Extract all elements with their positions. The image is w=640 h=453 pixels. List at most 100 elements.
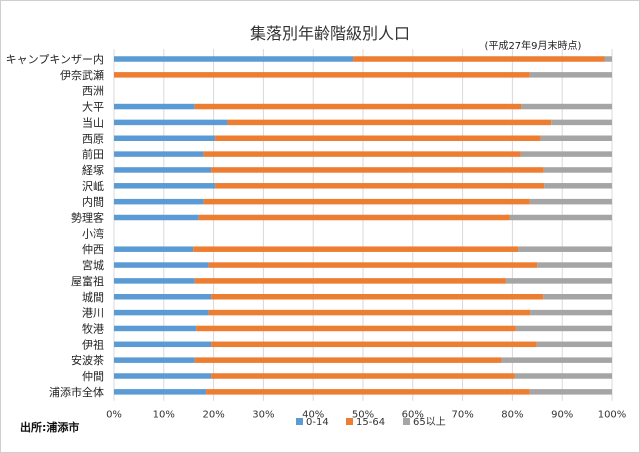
x-tick-label: 100%	[598, 410, 627, 421]
bar-segment	[114, 389, 207, 395]
category-label: 西洲	[82, 85, 104, 98]
x-tick-label: 80%	[501, 410, 523, 421]
bar-segment	[193, 246, 519, 252]
bar-segment	[114, 119, 228, 126]
x-tick-label: 50%	[352, 410, 374, 421]
bar-segment	[211, 167, 544, 173]
bar-segment	[114, 103, 195, 110]
bar-segment	[551, 119, 612, 126]
category-label: 沢岻	[82, 179, 104, 193]
bar-segment	[227, 119, 552, 126]
category-label: 大平	[82, 100, 104, 114]
bar-segment	[114, 151, 204, 157]
bar-segment	[114, 309, 209, 316]
bar-segment	[211, 373, 515, 379]
category-label: 勢理客	[71, 211, 104, 225]
bar-segment	[114, 183, 216, 189]
bar-segment	[518, 246, 612, 252]
x-tick-label: 0%	[106, 410, 122, 421]
bar-segment	[114, 294, 212, 300]
x-tick-label: 70%	[451, 410, 473, 421]
bar-segment	[543, 294, 612, 300]
bar-segment	[114, 341, 212, 348]
category-label: 小湾	[82, 226, 104, 240]
bar-segment	[114, 246, 194, 252]
source-note: 出所:浦添市	[20, 420, 79, 434]
category-label: 仲西	[82, 242, 104, 256]
bar-segment	[114, 56, 354, 62]
legend-label: 15-64	[356, 417, 385, 428]
legend-label: 0-14	[306, 417, 329, 428]
legend-swatch	[346, 418, 353, 425]
x-tick-labels: 0% 10% 20% 30% 40% 50% 60% 70% 80% 90% 100%	[106, 410, 626, 421]
bar-segment	[203, 151, 521, 157]
legend-swatch	[296, 418, 303, 425]
category-label: 浦添市全体	[49, 385, 104, 399]
bar-segment	[536, 341, 612, 348]
bar-segment	[604, 56, 612, 62]
bar-segment	[544, 183, 612, 189]
category-label: 安波茶	[71, 353, 104, 367]
category-label: 城間	[82, 291, 104, 304]
bar-segment	[215, 183, 545, 189]
legend-label: 65以上	[413, 416, 446, 428]
category-label: 当山	[82, 115, 104, 129]
bar-segment	[211, 341, 537, 348]
bar-segment	[530, 309, 612, 316]
x-tick-label: 20%	[202, 410, 224, 421]
bar-segment	[114, 214, 199, 221]
bar-segment	[194, 103, 522, 110]
category-label: 仲間	[82, 369, 104, 383]
x-tick-label: 60%	[402, 410, 424, 421]
bar-segment	[537, 262, 612, 268]
bar-segment	[196, 325, 516, 332]
bar-segment	[509, 214, 612, 221]
bar-segment	[114, 262, 209, 268]
bar-segment	[521, 103, 612, 110]
category-label: 西原	[82, 132, 104, 145]
category-label: 牧港	[82, 321, 104, 335]
bar-segment	[514, 373, 612, 379]
bar-segment	[114, 325, 197, 332]
bar-segment	[540, 135, 612, 141]
category-label: 経塚	[82, 164, 104, 177]
x-tick-label: 90%	[551, 410, 573, 421]
x-tick-label: 10%	[153, 410, 175, 421]
bar-segment	[520, 151, 612, 157]
bar-segment	[505, 278, 612, 284]
bar-segment	[198, 214, 510, 221]
bar-segment	[208, 309, 531, 316]
chart-note: (平成27年9月末時点)	[485, 39, 582, 52]
bar-segment	[203, 198, 530, 205]
bar-segment	[114, 357, 195, 363]
category-label: 前田	[82, 147, 104, 161]
x-tick-label: 40%	[302, 410, 324, 421]
bars	[114, 56, 612, 395]
bar-segment	[211, 294, 544, 300]
bar-segment	[515, 325, 612, 332]
category-label: 内間	[82, 195, 104, 209]
bar-segment	[114, 167, 212, 173]
chart-title: 集落別年齢階級別人口	[250, 24, 410, 43]
bar-segment	[208, 262, 538, 268]
bar-segment	[114, 72, 530, 78]
bar-segment	[501, 357, 612, 363]
legend: 0-14 15-64 65以上	[296, 416, 446, 428]
category-label: キャンプキンザー内	[6, 52, 104, 66]
bar-segment	[114, 278, 195, 284]
category-labels: キャンプキンザー内伊奈武瀬西洲大平当山西原前田経塚沢岻内間勢理客小湾仲西宮城屋富…	[6, 52, 104, 399]
bar-segment	[206, 389, 530, 395]
bar-segment	[215, 135, 541, 141]
bar-segment	[353, 56, 605, 62]
bar-segment	[194, 357, 502, 363]
category-label: 宮城	[82, 258, 104, 272]
category-label: 伊祖	[82, 337, 104, 351]
bar-segment	[543, 167, 612, 173]
bar-segment	[114, 373, 212, 379]
bar-segment	[114, 135, 216, 141]
bar-segment	[529, 198, 612, 205]
bar-segment	[529, 389, 612, 395]
category-label: 港川	[82, 307, 104, 320]
